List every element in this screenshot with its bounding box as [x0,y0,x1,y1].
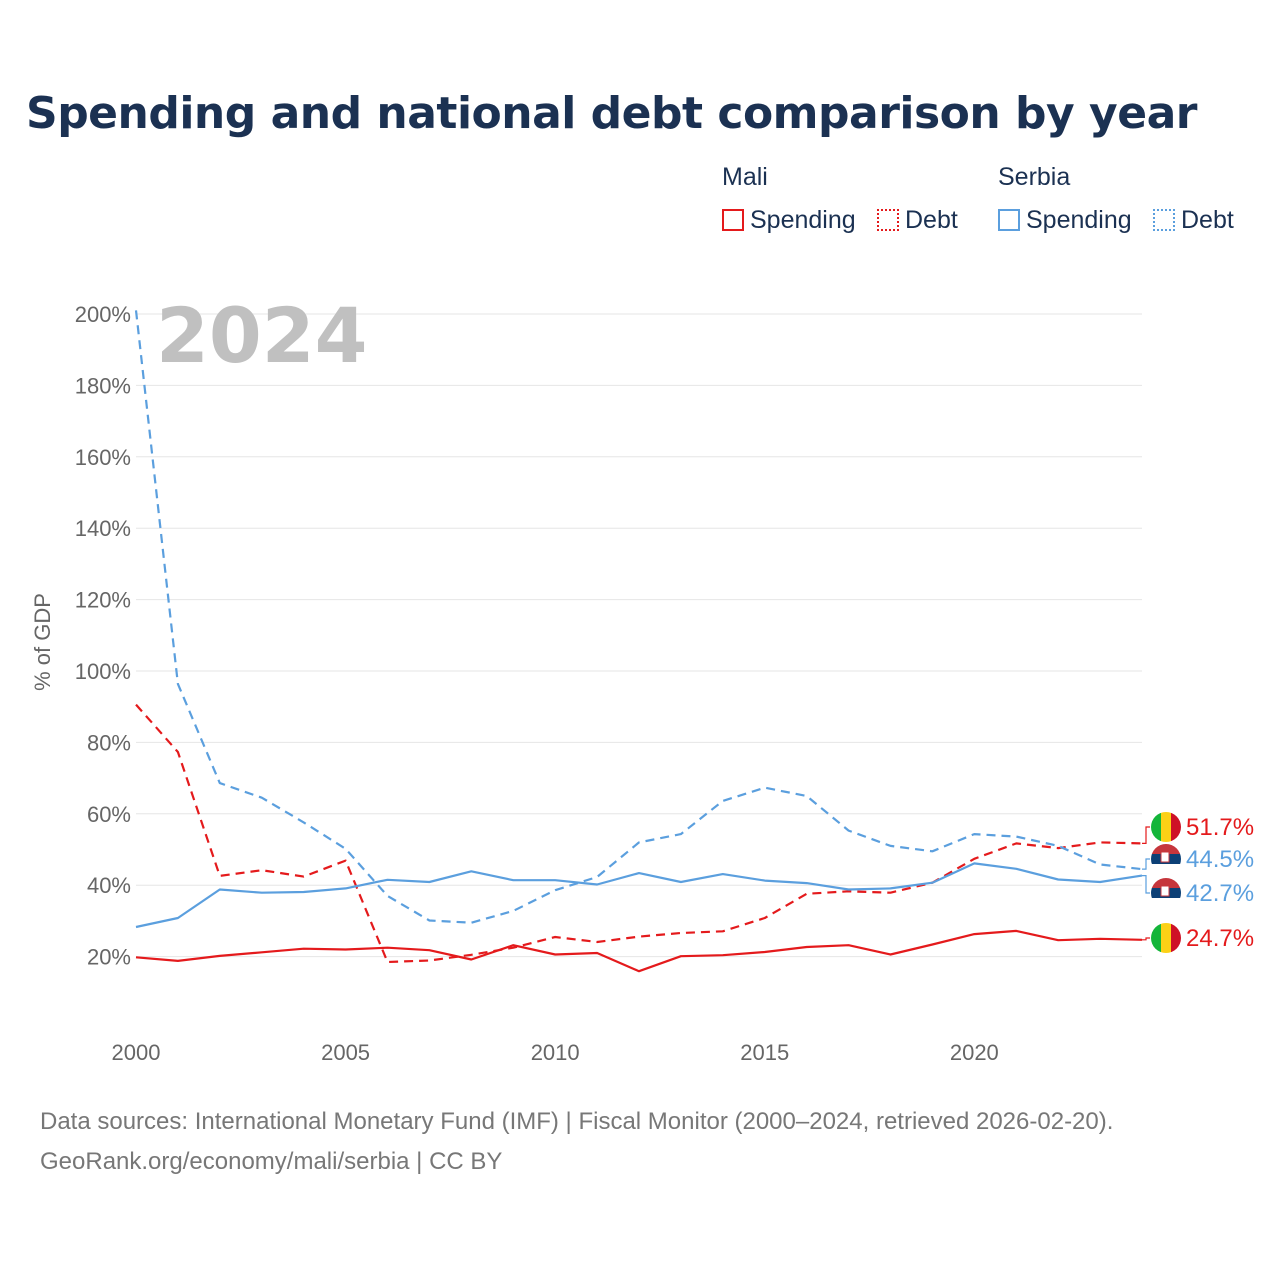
legend-item-serbia-spending[interactable]: Spending [998,204,1132,236]
x-tick-label: 2005 [321,1040,370,1065]
end-value-label: 42.7% [1186,880,1254,907]
legend-item-serbia-debt[interactable]: Debt [1153,204,1234,236]
x-tick-label: 2015 [740,1040,789,1065]
end-value-label: 44.5% [1186,846,1254,873]
series-line-mali-debt [135,703,1143,964]
legend-item-mali-debt[interactable]: Debt [877,204,958,236]
end-value-label: 24.7% [1186,925,1254,952]
x-axis-ticks: 2000 2005 2010 2015 2020 [112,1040,999,1065]
mali-flag-icon [1151,923,1181,953]
legend-swatch-dotted-icon [877,209,899,231]
y-tick-label: 160% [75,445,131,470]
serbia-flag-icon [1151,878,1181,908]
end-label-connector [1142,826,1150,844]
y-tick-label: 60% [87,802,131,827]
series-lines [134,310,1143,973]
x-tick-label: 2010 [531,1040,580,1065]
y-tick-label: 140% [75,516,131,541]
end-value-label: 51.7% [1186,814,1254,841]
footer-credit: GeoRank.org/economy/mali/serbia | CC BY [40,1148,503,1175]
serbia-flag-icon [1151,844,1181,874]
series-line-serbia-debt [134,310,1143,924]
y-axis-label: % of GDP [30,593,55,691]
y-tick-label: 180% [75,373,131,398]
y-tick-label: 200% [75,302,131,327]
y-tick-label: 100% [75,659,131,684]
x-tick-label: 2000 [112,1040,161,1065]
legend-label: Spending [1026,205,1132,234]
end-label-connector [1142,875,1150,894]
legend-item-mali-spending[interactable]: Spending [722,204,856,236]
y-tick-label: 80% [87,730,131,755]
series-line-mali-spending [135,929,1143,973]
end-label-connector [1142,858,1150,870]
series-line-serbia-spending [135,862,1143,929]
mali-flag-icon [1151,812,1181,842]
y-tick-label: 40% [87,873,131,898]
gridlines [136,313,1142,958]
end-label-connector [1142,937,1150,941]
y-axis-ticks: 20% 40% 60% 80% 100% 120% 140% 160% 180% 200% [75,302,131,970]
legend-group-serbia: Serbia [998,163,1071,191]
end-labels: 51.7% 44.5% 42.7% 24.7% [1142,814,1254,952]
x-tick-label: 2020 [950,1040,999,1065]
legend-label: Spending [750,205,856,234]
footer-sources: Data sources: International Monetary Fun… [40,1108,1114,1135]
legend-swatch-solid-icon [998,209,1020,231]
year-watermark: 2024 [156,291,368,380]
y-tick-label: 20% [87,945,131,970]
legend-label: Debt [1181,205,1234,234]
y-tick-label: 120% [75,588,131,613]
chart-title: Spending and national debt comparison by… [26,88,1197,139]
legend-group-mali: Mali [722,163,768,191]
legend-label: Debt [905,205,958,234]
legend-swatch-dotted-icon [1153,209,1175,231]
legend-swatch-solid-icon [722,209,744,231]
